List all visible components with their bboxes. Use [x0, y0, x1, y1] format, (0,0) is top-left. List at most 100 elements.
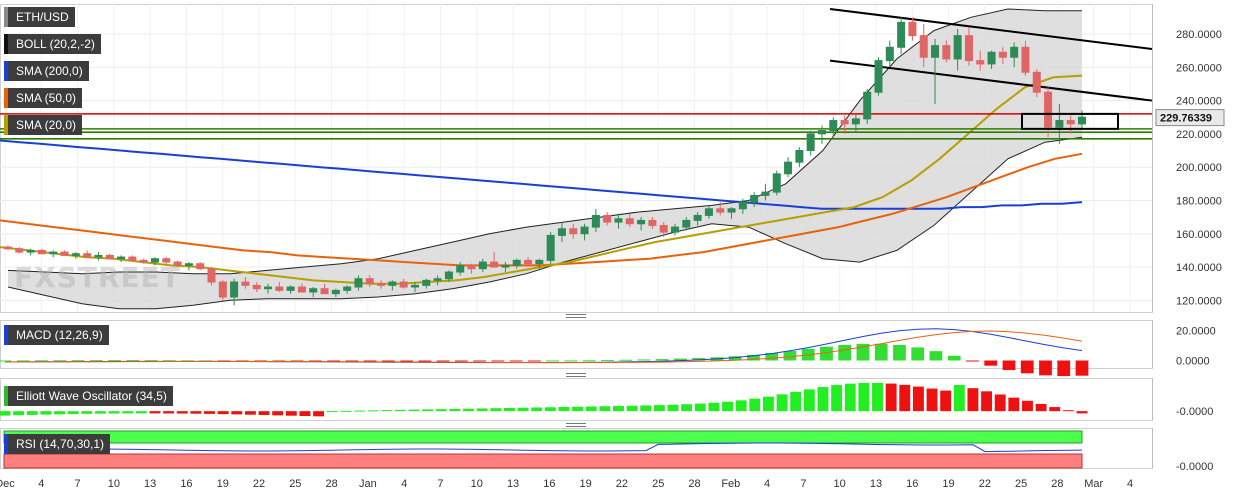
candle-body	[105, 254, 114, 260]
splitter-grip-2	[566, 423, 586, 424]
y-tick-label: 180.0000	[1176, 195, 1222, 207]
ewo-bar	[190, 411, 202, 414]
label-sma20-text: SMA (20,0)	[16, 118, 77, 132]
y-tick-label: 240.0000	[1176, 96, 1222, 108]
x-tick-label: Mar	[1084, 478, 1103, 490]
macd-tick: 0.0000	[1176, 356, 1210, 368]
x-tick-label: 10	[471, 478, 483, 490]
candle-body	[139, 259, 148, 263]
ewo-bar	[844, 383, 856, 412]
bollinger-upper-line	[7, 8, 1082, 275]
macd-histogram-bar	[400, 360, 413, 362]
candle-body	[456, 264, 465, 273]
candle-body	[264, 286, 273, 290]
label-boll[interactable]: BOLL (20,2,-2)	[4, 34, 101, 54]
candle-body	[162, 258, 171, 263]
rsi-overbought-zone	[3, 430, 1083, 444]
rsi-line	[3, 442, 1083, 453]
macd-histogram-bar	[783, 351, 797, 361]
candle-body	[795, 150, 804, 163]
macd-histogram-bar	[947, 355, 961, 361]
x-tick-label: Dec	[0, 478, 15, 490]
candle-body	[908, 21, 917, 37]
candle-body	[1055, 120, 1064, 128]
x-tick-label: 13	[507, 478, 519, 490]
macd-histogram-bar	[0, 360, 12, 362]
candle-body	[388, 281, 397, 286]
candle-body	[817, 130, 826, 135]
macd-histogram-bar	[582, 360, 596, 362]
macd-histogram-bar	[564, 360, 578, 362]
label-sma20[interactable]: SMA (20,0)	[4, 115, 83, 135]
macd-histogram-bar	[655, 359, 669, 361]
candle-body	[1066, 120, 1075, 125]
ewo-bar	[1062, 410, 1074, 412]
label-pair[interactable]: ETH/USD	[4, 7, 75, 27]
ewo-bar	[381, 410, 393, 412]
candle-body	[444, 271, 453, 280]
macd-histogram-bar	[181, 360, 194, 362]
x-tick-label: 7	[75, 478, 81, 490]
ewo-bar	[122, 411, 134, 414]
ewo-bar	[599, 406, 611, 412]
ewo-bar	[176, 411, 188, 414]
label-boll-text: BOLL (20,2,-2)	[16, 37, 95, 51]
candle-body	[365, 278, 374, 285]
candle-body	[422, 279, 431, 286]
candle-body	[128, 256, 137, 261]
candle-body	[343, 286, 352, 291]
y-tick-label: 160.0000	[1176, 229, 1222, 241]
candle-body	[704, 208, 713, 216]
label-macd[interactable]: MACD (12,26,9)	[4, 325, 109, 345]
ewo-bar	[831, 385, 843, 412]
candle-body	[241, 281, 250, 286]
ewo-bar	[762, 396, 774, 412]
ewo-bar	[108, 411, 120, 414]
candle-body	[331, 289, 340, 295]
x-tick-label: 10	[108, 478, 120, 490]
x-tick-label: 10	[834, 478, 846, 490]
x-tick-label: 16	[906, 478, 918, 490]
ewo-bar	[981, 391, 993, 412]
ewo-bar	[299, 411, 311, 417]
x-tick-label: 16	[543, 478, 555, 490]
y-tick-label: 140.0000	[1176, 262, 1222, 274]
candle-body	[716, 208, 725, 213]
candle-body	[275, 286, 284, 291]
macd-histogram-bar	[601, 360, 614, 362]
candle-body	[49, 251, 58, 255]
macd-histogram-bar	[345, 360, 359, 362]
label-sma200[interactable]: SMA (200,0)	[4, 61, 89, 81]
ewo-bar	[722, 401, 733, 412]
candle-body	[931, 45, 940, 58]
candle-body	[580, 226, 589, 235]
ewo-bar	[149, 411, 161, 414]
candle-body	[184, 263, 193, 266]
ewo-bar	[503, 407, 515, 412]
label-sma50[interactable]: SMA (50,0)	[4, 88, 83, 108]
label-ewo[interactable]: Elliott Wave Oscillator (34,5)	[4, 386, 173, 406]
x-tick-label: 25	[289, 478, 301, 490]
x-tick-label: 22	[253, 478, 265, 490]
candle-body	[840, 120, 849, 125]
ewo-bar	[435, 409, 447, 412]
candle-body	[772, 173, 781, 193]
trendline-lower	[829, 59, 1153, 102]
macd-histogram-bar	[491, 360, 505, 362]
macd-histogram-bar	[418, 360, 432, 362]
label-rsi[interactable]: RSI (14,70,30,1)	[4, 434, 111, 454]
x-tick-label: 4	[764, 478, 770, 490]
y-tick-label: 260.0000	[1176, 62, 1222, 74]
macd-histogram-bar	[308, 360, 322, 362]
candle-body	[625, 218, 634, 225]
candle-body	[919, 35, 928, 58]
candle-body	[942, 45, 951, 60]
candle-body	[998, 51, 1007, 58]
candle-body	[682, 219, 691, 228]
candle-body	[738, 201, 747, 210]
candle-body	[71, 253, 80, 256]
ewo-bar	[326, 411, 338, 413]
ewo-bar	[13, 411, 25, 416]
ewo-bar	[749, 398, 761, 412]
ewo-bar	[217, 411, 229, 415]
